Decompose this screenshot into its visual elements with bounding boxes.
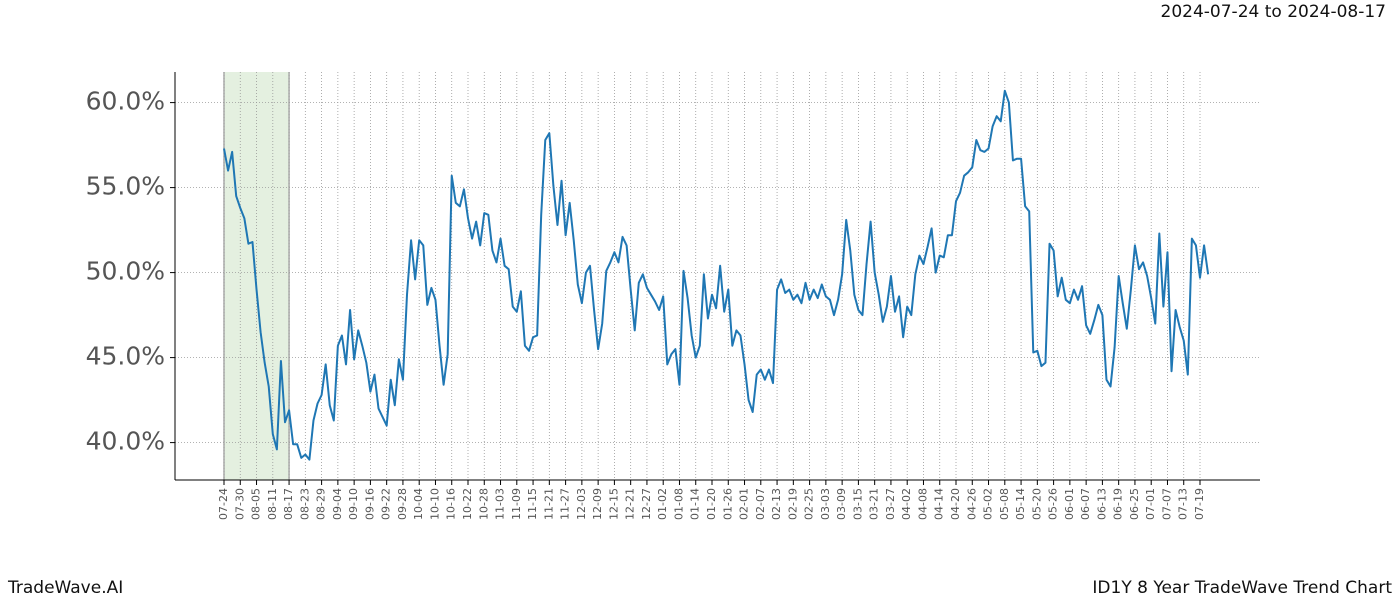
x-tick-label: 12-09 (591, 488, 604, 520)
x-tick-label: 06-13 (1095, 488, 1108, 520)
x-tick-label: 03-03 (819, 488, 832, 520)
x-tick-label: 12-27 (640, 488, 653, 520)
x-tick-label: 09-10 (347, 488, 360, 520)
x-tick-label: 05-08 (998, 488, 1011, 520)
y-tick-label: 50.0% (86, 257, 165, 286)
x-tick-label: 04-26 (965, 488, 978, 520)
x-tick-label: 09-04 (331, 488, 344, 520)
x-tick-label: 11-27 (559, 488, 572, 520)
x-tick-label: 11-15 (526, 488, 539, 520)
x-tick-label: 11-09 (510, 488, 523, 520)
x-tick-label: 04-14 (933, 488, 946, 520)
x-tick-label: 10-10 (428, 488, 441, 520)
trend-line (223, 89, 1210, 461)
x-tick-label: 09-22 (380, 488, 393, 520)
x-tick-label: 09-28 (396, 488, 409, 520)
x-tick-label: 07-19 (1193, 488, 1206, 520)
x-tick-label: 04-02 (900, 488, 913, 520)
x-tick-label: 10-22 (461, 488, 474, 520)
x-tick-label: 05-14 (1014, 488, 1027, 520)
x-tick-label: 02-07 (754, 488, 767, 520)
x-tick-label: 08-17 (282, 488, 295, 520)
x-tick-label: 03-21 (868, 488, 881, 520)
x-tick-label: 01-20 (705, 488, 718, 520)
x-tick-label: 07-01 (1144, 488, 1157, 520)
x-tick-label: 05-26 (1047, 488, 1060, 520)
x-tick-label: 01-26 (721, 488, 734, 520)
x-tick-label: 02-19 (786, 488, 799, 520)
x-tick-label: 08-05 (250, 488, 263, 520)
x-tick-label: 03-15 (851, 488, 864, 520)
x-tick-label: 01-14 (689, 488, 702, 520)
x-tick-label: 01-02 (656, 488, 669, 520)
x-tick-label: 07-24 (217, 488, 230, 520)
x-tick-label: 06-19 (1112, 488, 1125, 520)
y-tick-label: 40.0% (86, 427, 165, 456)
x-tick-label: 05-02 (982, 488, 995, 520)
chart-title: ID1Y 8 Year TradeWave Trend Chart (1092, 578, 1392, 598)
x-tick-label: 06-01 (1063, 488, 1076, 520)
x-tick-label: 02-25 (803, 488, 816, 520)
x-tick-label: 05-20 (1030, 488, 1043, 520)
x-tick-label: 06-25 (1128, 488, 1141, 520)
x-tick-label: 11-03 (494, 488, 507, 520)
y-tick-label: 45.0% (86, 342, 165, 371)
y-tick-label: 60.0% (86, 87, 165, 116)
brand: TradeWave.AI (7, 578, 123, 598)
x-tick-label: 07-13 (1177, 488, 1190, 520)
x-tick-label: 04-20 (949, 488, 962, 520)
x-tick-label: 06-07 (1079, 488, 1092, 520)
x-tick-label: 10-28 (477, 488, 490, 520)
date-range: 2024-07-24 to 2024-08-17 (1161, 2, 1386, 22)
x-tick-label: 10-16 (445, 488, 458, 520)
x-tick-label: 03-27 (884, 488, 897, 520)
x-tick-label: 07-07 (1160, 488, 1173, 520)
x-tick-label: 11-21 (542, 488, 555, 520)
x-tick-label: 12-21 (624, 488, 637, 520)
x-tick-label: 07-30 (233, 488, 246, 520)
x-tick-label: 08-23 (298, 488, 311, 520)
x-tick-label: 01-08 (672, 488, 685, 520)
x-tick-label: 09-16 (363, 488, 376, 520)
x-tick-label: 02-13 (770, 488, 783, 520)
y-tick-label: 55.0% (86, 172, 165, 201)
x-tick-label: 10-04 (412, 488, 425, 520)
x-tick-label: 03-09 (835, 488, 848, 520)
x-tick-label: 08-11 (266, 488, 279, 520)
x-tick-label: 04-08 (916, 488, 929, 520)
x-tick-label: 12-15 (607, 488, 620, 520)
x-tick-label: 02-01 (738, 488, 751, 520)
x-tick-label: 12-03 (575, 488, 588, 520)
x-tick-label: 08-29 (315, 488, 328, 520)
